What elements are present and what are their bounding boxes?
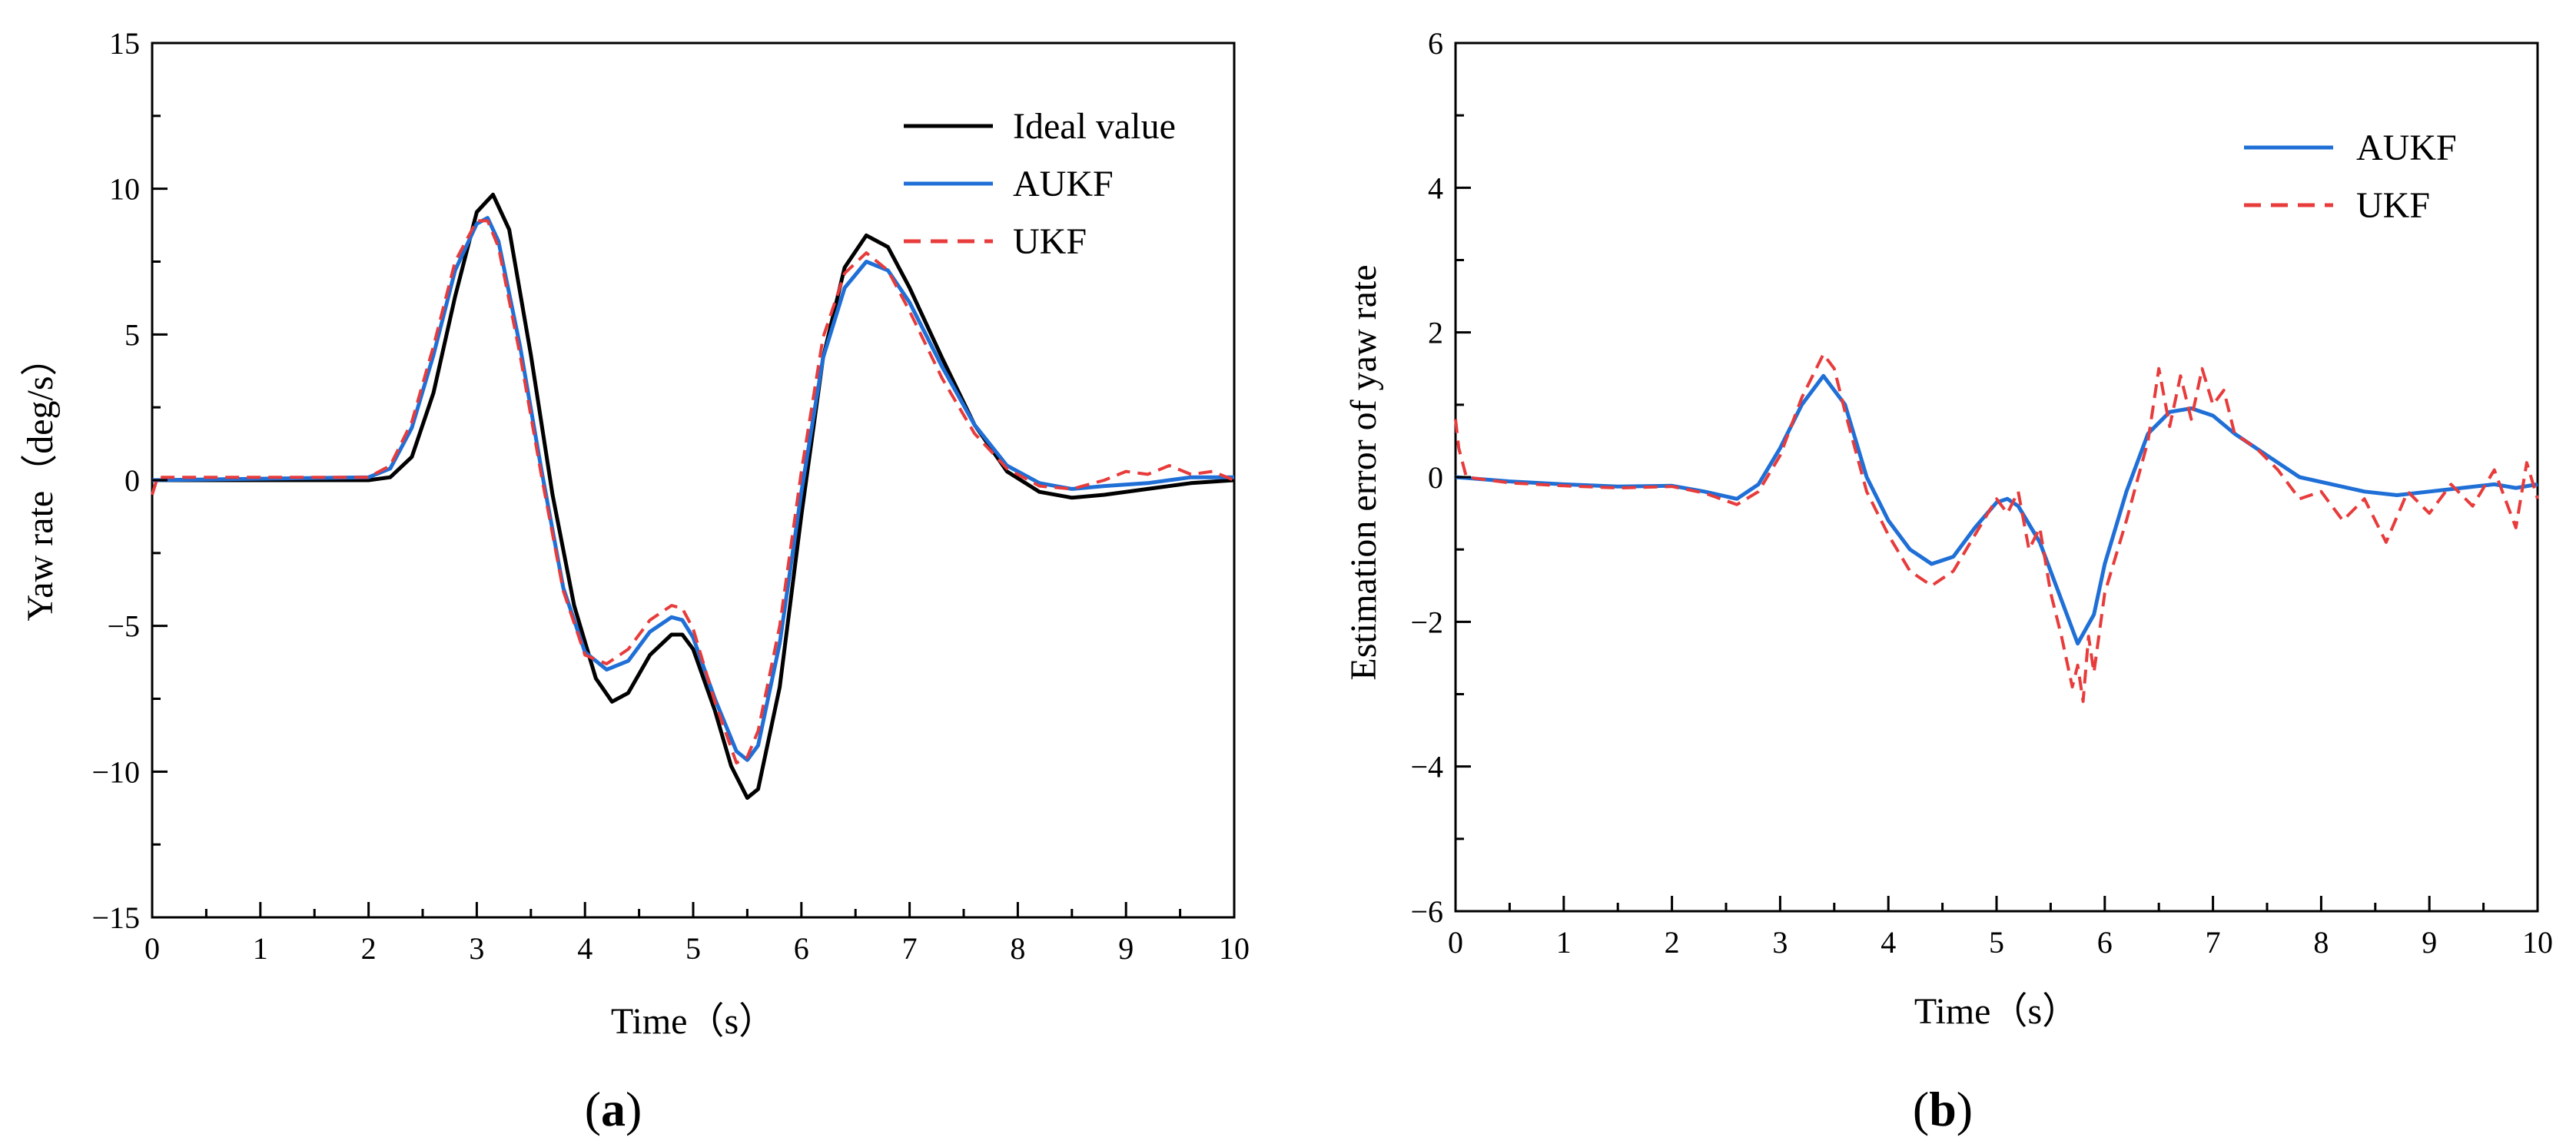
panel-a-series-line-ukf bbox=[151, 219, 1235, 764]
panel-a-x-tick-label: 0 bbox=[144, 931, 160, 966]
panel-a-series-layer bbox=[151, 192, 1235, 800]
panel-b-x-tick-label: 6 bbox=[2097, 925, 2113, 960]
panel-a-x-tick-label: 3 bbox=[469, 931, 484, 966]
panel-a-x-tick-label: 6 bbox=[794, 931, 809, 966]
panel-a-y-tick-label: 5 bbox=[124, 317, 140, 352]
panel-a-legend: Ideal value AUKF UKF bbox=[904, 106, 1176, 262]
panel-b-x-tick-label: 3 bbox=[1772, 925, 1788, 960]
panel-a-legend-label-ideal: Ideal value bbox=[1013, 106, 1176, 147]
panel-b-x-tick-label: 10 bbox=[2522, 925, 2553, 960]
panel-b-x-tick-label: 2 bbox=[1665, 925, 1680, 960]
panel-b-y-axis-title: Estimation error of yaw rate bbox=[1343, 264, 1384, 680]
panel-b-x-tick-label: 5 bbox=[1989, 925, 2004, 960]
panel-b-legend: AUKF UKF bbox=[2244, 128, 2457, 226]
panel-b-y-tick-label: 0 bbox=[1428, 460, 1443, 495]
panel-a-y-tick-label: −10 bbox=[91, 754, 140, 789]
panel-a-x-axis: 0 1 2 3 4 5 6 7 8 9 10 bbox=[144, 902, 1250, 966]
panel-a-x-tick-label: 1 bbox=[253, 931, 268, 966]
panel-a-y-axis-title: Yaw rate（deg/s） bbox=[20, 339, 61, 621]
panel-b-x-tick-label: 4 bbox=[1881, 925, 1896, 960]
panel-a-x-tick-label: 8 bbox=[1010, 931, 1025, 966]
panel-b-x-tick-label: 1 bbox=[1556, 925, 1572, 960]
panel-a-y-tick-label: 10 bbox=[109, 172, 140, 207]
panel-a-legend-label-aukf: AUKF bbox=[1013, 164, 1114, 204]
panel-a-x-tick-label: 10 bbox=[1219, 931, 1250, 966]
panel-b-y-tick-label: −6 bbox=[1410, 894, 1443, 929]
panel-a-yaw-rate-chart: 0 1 2 3 4 5 6 7 8 9 10 −15 −10 −5 0 5 10 15 Time（s） Yaw … bbox=[20, 26, 1250, 1136]
panel-b-y-tick-label: −4 bbox=[1410, 750, 1443, 784]
panel-b-series-layer bbox=[1454, 352, 2539, 703]
panel-a-y-tick-label: 0 bbox=[124, 463, 140, 498]
panel-a-y-tick-label: 15 bbox=[109, 26, 140, 61]
panel-b-legend-label-ukf: UKF bbox=[2356, 185, 2430, 226]
panel-b-estimation-error-chart: 0 1 2 3 4 5 6 7 8 9 10 −6 −4 −2 0 2 4 6 Time（s） Estimati… bbox=[1343, 26, 2553, 1136]
panel-b-series-line-ukf bbox=[1454, 352, 2539, 703]
panel-a-y-axis: −15 −10 −5 0 5 10 15 bbox=[91, 26, 168, 935]
panel-b-y-tick-label: 6 bbox=[1428, 26, 1443, 61]
panel-b-x-tick-label: 0 bbox=[1448, 925, 1463, 960]
panel-a-y-tick-label: −5 bbox=[107, 609, 140, 644]
panel-b-x-tick-label: 9 bbox=[2422, 925, 2437, 960]
panel-b-x-axis-title: Time（s） bbox=[1914, 991, 2079, 1032]
panel-a-x-tick-label: 4 bbox=[577, 931, 593, 966]
panel-b-y-tick-label: 2 bbox=[1428, 316, 1443, 350]
panel-b-legend-label-aukf: AUKF bbox=[2356, 128, 2457, 168]
panel-a-x-tick-label: 9 bbox=[1118, 931, 1134, 966]
panel-b-plot-frame bbox=[1454, 41, 2539, 913]
panel-a-y-tick-label: −15 bbox=[91, 900, 140, 935]
panel-b-y-axis: −6 −4 −2 0 2 4 6 bbox=[1410, 26, 1471, 929]
panel-a-x-tick-label: 2 bbox=[361, 931, 377, 966]
panel-b-y-tick-label: 4 bbox=[1428, 171, 1443, 205]
panel-b-x-axis: 0 1 2 3 4 5 6 7 8 9 10 bbox=[1448, 896, 2553, 960]
panel-b-x-tick-label: 8 bbox=[2313, 925, 2329, 960]
panel-a-label: (a) bbox=[585, 1082, 642, 1136]
panel-b-x-tick-label: 7 bbox=[2206, 925, 2221, 960]
panel-a-x-axis-title: Time（s） bbox=[611, 1001, 775, 1042]
panel-a-x-tick-label: 7 bbox=[902, 931, 918, 966]
panel-b-y-tick-label: −2 bbox=[1410, 605, 1443, 639]
panel-a-legend-label-ukf: UKF bbox=[1013, 221, 1087, 262]
panel-a-series-line-aukf bbox=[151, 216, 1234, 762]
panel-a-series-line-ideal-value bbox=[152, 192, 1235, 800]
panel-b-series-line-aukf bbox=[1455, 373, 2538, 646]
panel-b-label: (b) bbox=[1913, 1082, 1973, 1136]
panel-a-x-tick-label: 5 bbox=[685, 931, 701, 966]
